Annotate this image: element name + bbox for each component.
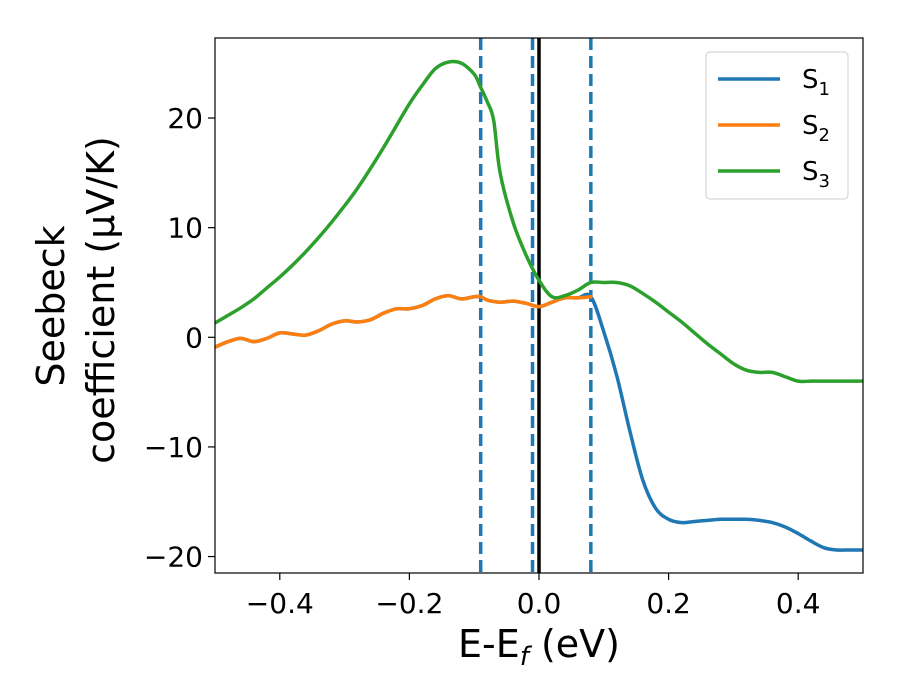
- legend-label-s2: S2: [802, 111, 830, 146]
- x-tick-label: 0.2: [646, 587, 691, 620]
- legend-label-main: S: [802, 157, 819, 187]
- y-tick-label: 20: [167, 102, 203, 135]
- x-tick-label: −0.4: [246, 587, 314, 620]
- legend-label-subscript: 1: [819, 79, 830, 100]
- legend-label-subscript: 2: [819, 125, 830, 146]
- series-layer: [215, 59, 863, 552]
- x-axis-title-main: E-E: [458, 622, 520, 666]
- y-axis-title-line1: Seebeck: [29, 225, 73, 386]
- y-tick-label: −20: [144, 541, 203, 574]
- x-axis-ticks: −0.4 −0.2 0.0 0.2 0.4: [246, 573, 821, 620]
- y-axis-title-line2: coefficient (μV/K): [79, 136, 123, 464]
- legend-label-s1: S1: [802, 65, 830, 100]
- y-tick-label: 10: [167, 212, 203, 245]
- series-line-s2: [215, 293, 593, 349]
- x-axis-title-unit: (eV): [529, 622, 620, 666]
- legend-label-s3: S3: [802, 157, 830, 192]
- x-tick-label: 0.0: [517, 587, 562, 620]
- legend-label-subscript: 3: [819, 171, 830, 192]
- legend-label-main: S: [802, 65, 819, 95]
- x-tick-label: −0.2: [375, 587, 443, 620]
- series-line-s3: [215, 59, 863, 384]
- x-tick-label: 0.4: [776, 587, 821, 620]
- y-axis-title: Seebeck coefficient (μV/K): [29, 136, 123, 464]
- x-axis-title: E-Ef (eV): [458, 622, 620, 672]
- plot-area: −0.4 −0.2 0.0 0.2 0.4 −20 −10 0 10 20: [144, 37, 864, 620]
- y-tick-label: 0: [185, 321, 203, 354]
- y-tick-label: −10: [144, 431, 203, 464]
- y-axis-ticks: −20 −10 0 10 20: [144, 102, 215, 574]
- legend-label-main: S: [802, 111, 819, 141]
